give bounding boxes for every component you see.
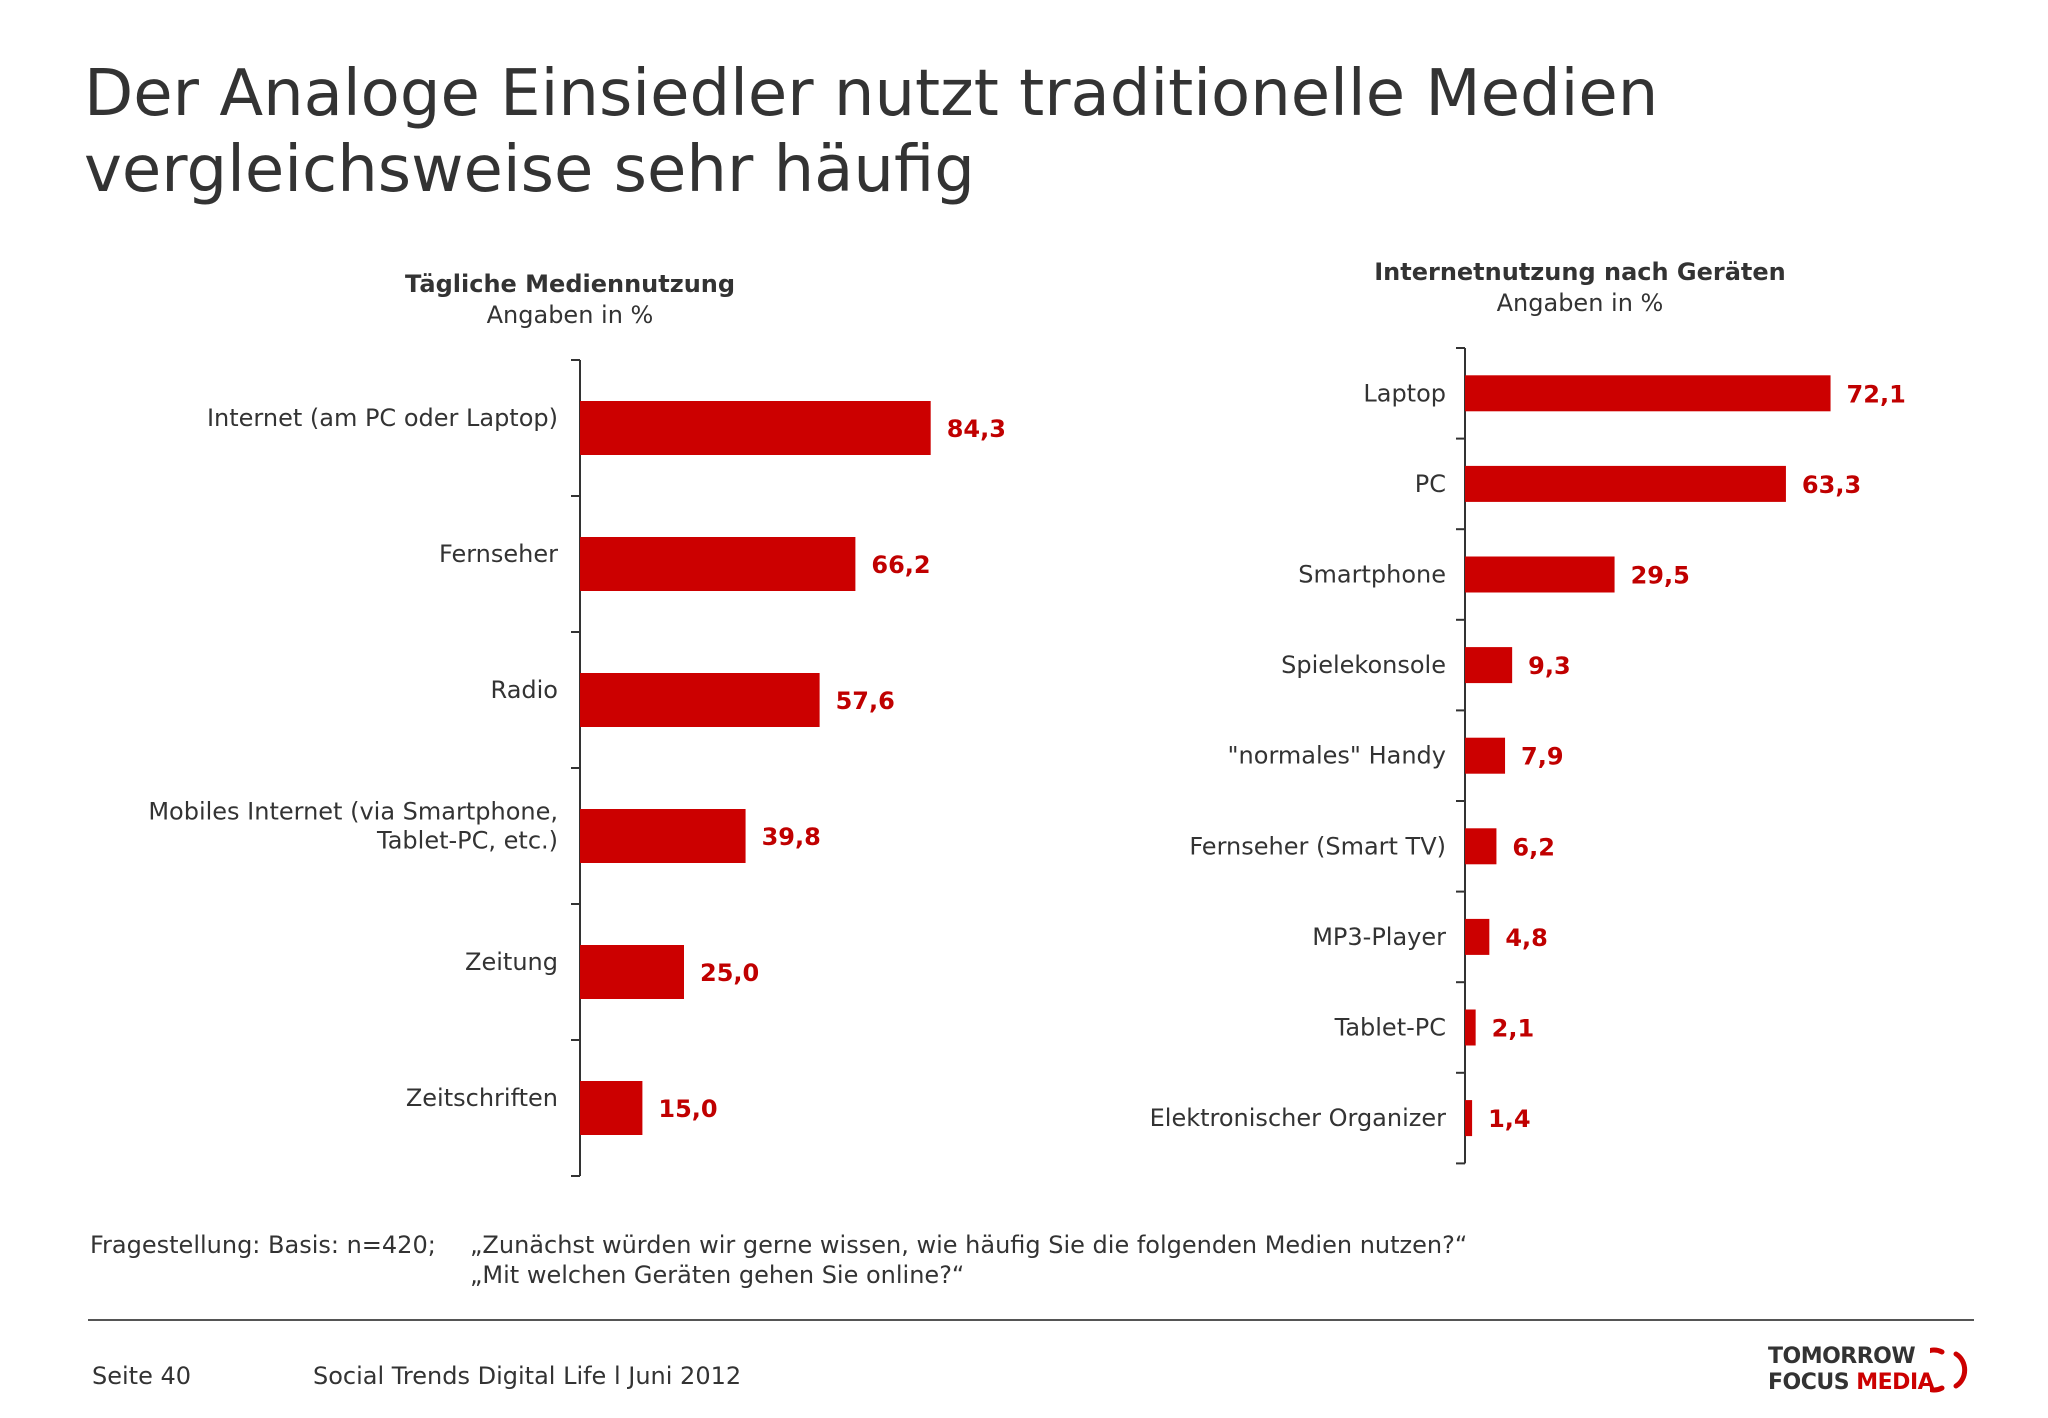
- category-label: Zeitung: [465, 948, 558, 976]
- logo-ring-icon: [1930, 1347, 1968, 1393]
- value-label: 57,6: [836, 687, 895, 715]
- bar: [1465, 737, 1506, 774]
- bar: [1465, 828, 1497, 865]
- bar: [580, 673, 820, 727]
- bar: [580, 401, 931, 455]
- category-label: Tablet-PC: [1334, 1014, 1446, 1042]
- tomorrow-focus-media-logo: TOMORROW FOCUS MEDIA: [1768, 1340, 1978, 1400]
- logo-media: MEDIA: [1856, 1370, 1935, 1395]
- chart-subtitle: Angaben in %: [1496, 289, 1664, 317]
- value-label: 4,8: [1505, 924, 1548, 952]
- category-label: Zeitschriften: [406, 1084, 558, 1112]
- category-label: Fernseher (Smart TV): [1189, 832, 1446, 860]
- logo-line-1: TOMORROW: [1768, 1344, 1916, 1369]
- category-label: MP3-Player: [1312, 923, 1446, 951]
- chart-subtitle: Angaben in %: [486, 301, 654, 329]
- bar: [580, 1081, 643, 1135]
- value-label: 29,5: [1631, 562, 1690, 590]
- chart-heading-internet-devices: Internetnutzung nach Geräten Angaben in …: [1330, 256, 1830, 318]
- footer-source: Social Trends Digital Life l Juni 2012: [313, 1362, 742, 1390]
- category-label: Laptop: [1363, 379, 1446, 407]
- category-label: Elektronischer Organizer: [1150, 1104, 1447, 1132]
- category-label: Radio: [491, 676, 558, 704]
- value-label: 39,8: [762, 823, 821, 851]
- value-label: 7,9: [1521, 743, 1564, 771]
- page-number: Seite 40: [92, 1362, 192, 1390]
- bar: [1465, 647, 1513, 684]
- bar: [1465, 1009, 1476, 1046]
- bar: [1465, 556, 1615, 593]
- footer-divider: [88, 1319, 1974, 1321]
- footnote-question-1: „Zunächst würden wir gerne wissen, wie h…: [470, 1231, 1468, 1259]
- bar: [580, 945, 684, 999]
- value-label: 84,3: [947, 415, 1006, 443]
- logo-line-2: FOCUS MEDIA: [1768, 1370, 1935, 1395]
- value-label: 1,4: [1488, 1105, 1531, 1133]
- category-label: PC: [1415, 470, 1446, 498]
- value-label: 9,3: [1528, 652, 1571, 680]
- bar: [580, 537, 856, 591]
- value-label: 63,3: [1802, 471, 1861, 499]
- category-label: Fernseher: [439, 540, 558, 568]
- footnote-label: Fragestellung: Basis: n=420;: [90, 1231, 436, 1259]
- category-label: Mobiles Internet (via Smartphone,: [148, 798, 558, 826]
- bar: [1465, 1100, 1473, 1137]
- category-label: Tablet-PC, etc.): [376, 827, 558, 855]
- chart-title: Tägliche Mediennutzung: [404, 270, 736, 298]
- value-label: 15,0: [658, 1095, 717, 1123]
- page-title: Der Analoge Einsiedler nutzt traditionel…: [84, 57, 1659, 207]
- category-label: "normales" Handy: [1228, 742, 1446, 770]
- category-label: Spielekonsole: [1281, 651, 1446, 679]
- bar: [1465, 465, 1786, 502]
- value-label: 25,0: [700, 959, 759, 987]
- category-label: Internet (am PC oder Laptop): [207, 404, 558, 432]
- chart-title: Internetnutzung nach Geräten: [1374, 258, 1786, 286]
- bar: [1465, 918, 1490, 955]
- value-label: 6,2: [1512, 833, 1555, 861]
- bar: [580, 809, 746, 863]
- bar: [1465, 375, 1831, 412]
- logo-focus: FOCUS: [1768, 1370, 1850, 1395]
- value-label: 2,1: [1492, 1015, 1535, 1043]
- category-label: Smartphone: [1298, 561, 1446, 589]
- value-label: 72,1: [1847, 380, 1906, 408]
- value-label: 66,2: [871, 551, 930, 579]
- chart-heading-daily-media: Tägliche Mediennutzung Angaben in %: [370, 268, 770, 330]
- footnote-question-2: „Mit welchen Geräten gehen Sie online?“: [470, 1261, 965, 1289]
